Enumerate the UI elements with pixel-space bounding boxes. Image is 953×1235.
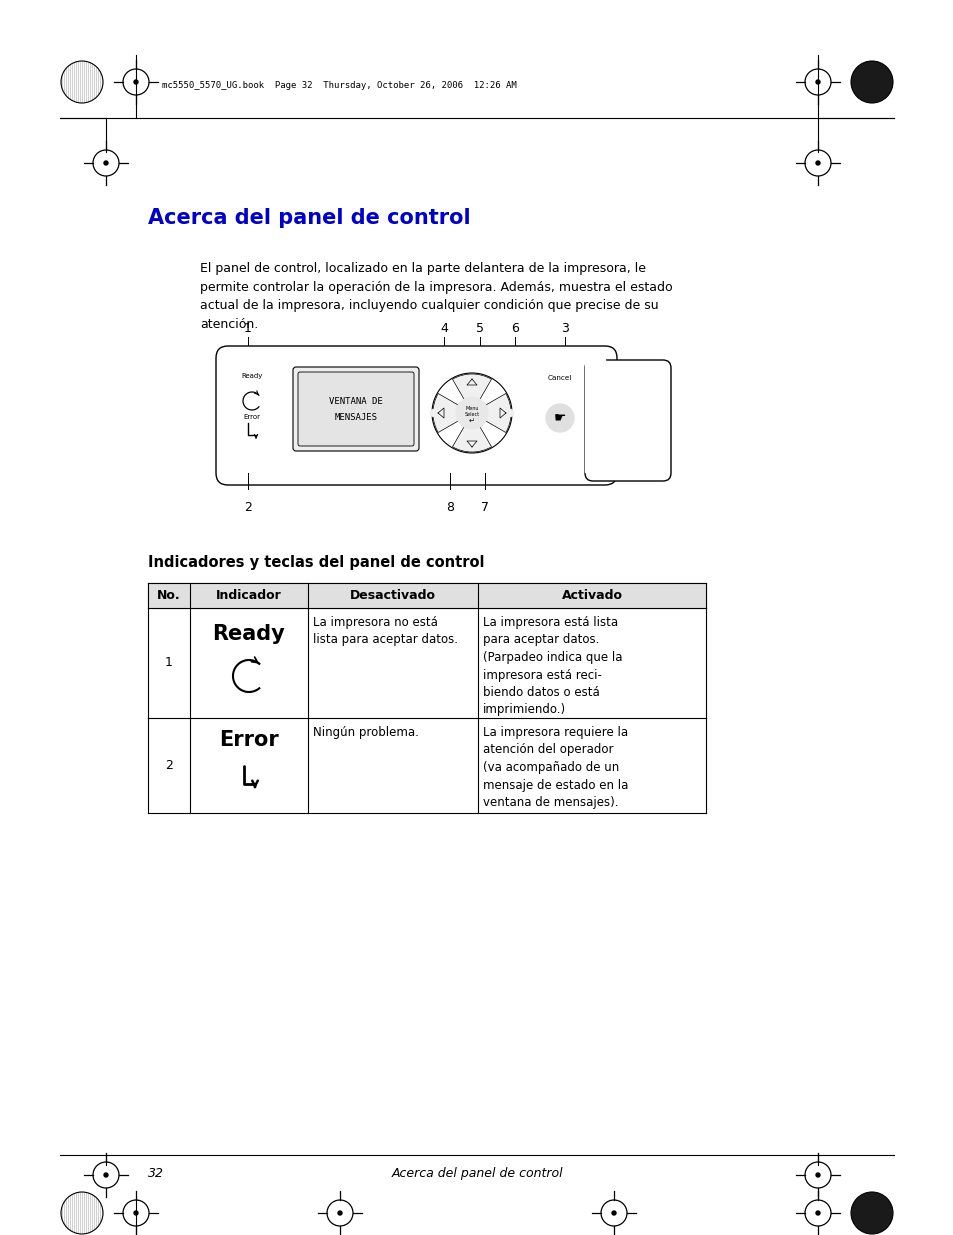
Circle shape xyxy=(505,409,514,417)
Text: Menu: Menu xyxy=(465,406,478,411)
Text: Error: Error xyxy=(243,414,260,420)
Text: 3: 3 xyxy=(560,322,568,335)
Circle shape xyxy=(545,404,574,432)
Text: Indicadores y teclas del panel de control: Indicadores y teclas del panel de contro… xyxy=(148,555,484,571)
FancyBboxPatch shape xyxy=(293,367,418,451)
Text: No.: No. xyxy=(157,589,181,601)
Wedge shape xyxy=(452,412,491,452)
Wedge shape xyxy=(433,394,472,432)
Circle shape xyxy=(815,1212,820,1215)
Text: 32: 32 xyxy=(148,1167,164,1179)
Circle shape xyxy=(104,1173,108,1177)
Text: mc5550_5570_UG.book  Page 32  Thursday, October 26, 2006  12:26 AM: mc5550_5570_UG.book Page 32 Thursday, Oc… xyxy=(162,80,517,89)
Text: 1: 1 xyxy=(244,322,252,335)
Text: Ready: Ready xyxy=(213,624,285,643)
Circle shape xyxy=(61,61,103,103)
Bar xyxy=(148,583,705,608)
Text: Acerca del panel de control: Acerca del panel de control xyxy=(391,1167,562,1179)
FancyBboxPatch shape xyxy=(584,359,670,480)
Text: 2: 2 xyxy=(244,501,252,514)
Text: 5: 5 xyxy=(476,322,483,335)
Circle shape xyxy=(850,1192,892,1234)
Text: ↵: ↵ xyxy=(469,417,475,424)
Text: 7: 7 xyxy=(480,501,489,514)
Text: Error: Error xyxy=(219,730,278,750)
Circle shape xyxy=(337,1212,341,1215)
Text: Acerca del panel de control: Acerca del panel de control xyxy=(148,207,470,228)
Text: 2: 2 xyxy=(165,760,172,772)
Circle shape xyxy=(815,80,820,84)
Text: Ningún problema.: Ningún problema. xyxy=(313,726,418,739)
FancyBboxPatch shape xyxy=(297,372,414,446)
Text: 1: 1 xyxy=(165,657,172,669)
Circle shape xyxy=(612,1212,616,1215)
Circle shape xyxy=(133,1212,138,1215)
Circle shape xyxy=(133,80,138,84)
Circle shape xyxy=(815,161,820,165)
Text: VENTANA DE: VENTANA DE xyxy=(329,398,382,406)
Text: 6: 6 xyxy=(511,322,518,335)
Circle shape xyxy=(104,161,108,165)
Text: ☛: ☛ xyxy=(553,411,566,425)
Text: MENSAJES: MENSAJES xyxy=(335,412,377,421)
Text: El panel de control, localizado en la parte delantera de la impresora, le
permit: El panel de control, localizado en la pa… xyxy=(200,262,672,331)
Text: Desactivado: Desactivado xyxy=(350,589,436,601)
Text: Indicador: Indicador xyxy=(216,589,281,601)
Bar xyxy=(584,359,604,472)
Text: Select: Select xyxy=(464,412,479,417)
FancyBboxPatch shape xyxy=(215,346,617,485)
Wedge shape xyxy=(452,374,491,412)
Circle shape xyxy=(815,1173,820,1177)
Circle shape xyxy=(850,61,892,103)
Circle shape xyxy=(430,409,437,417)
Circle shape xyxy=(456,396,488,429)
Circle shape xyxy=(61,1192,103,1234)
Text: La impresora no está
lista para aceptar datos.: La impresora no está lista para aceptar … xyxy=(313,616,457,646)
Text: 8: 8 xyxy=(446,501,454,514)
Text: 4: 4 xyxy=(439,322,448,335)
Text: Cancel: Cancel xyxy=(547,375,572,382)
Text: Activado: Activado xyxy=(561,589,622,601)
Text: Ready: Ready xyxy=(241,373,262,379)
Wedge shape xyxy=(472,394,511,432)
Text: La impresora está lista
para aceptar datos.
(Parpadeo indica que la
impresora es: La impresora está lista para aceptar dat… xyxy=(482,616,622,716)
Text: La impresora requiere la
atención del operador
(va acompañado de un
mensaje de e: La impresora requiere la atención del op… xyxy=(482,726,628,809)
